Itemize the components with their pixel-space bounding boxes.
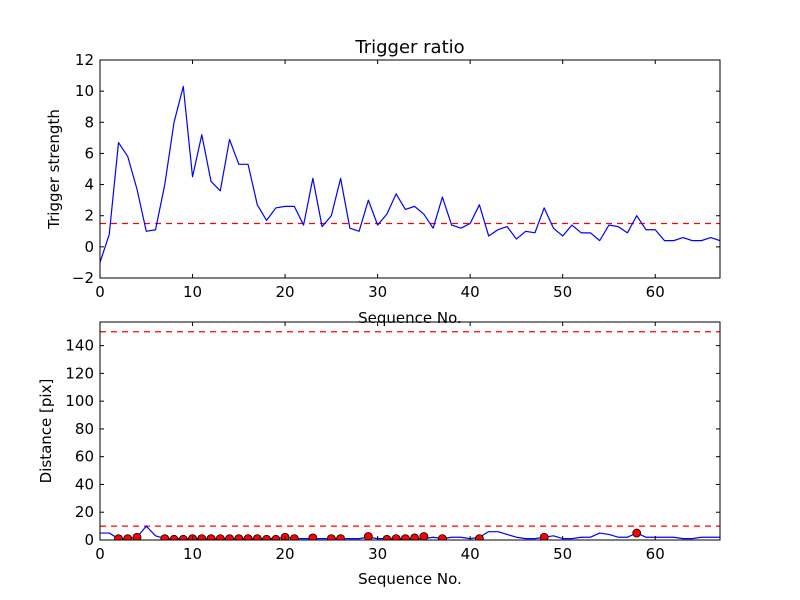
distance-ticks: 0 10 20 30 40 50 60 0 20 40 60 80 100 120 140: [65, 322, 720, 563]
trigger-y-tick-label: 8: [84, 113, 94, 131]
distance-y-tick-label: 80: [75, 420, 94, 438]
distance-marker: [289, 534, 299, 540]
distance-marker: [271, 534, 281, 540]
trigger-x-tick-label: 30: [368, 283, 387, 301]
distance-marker: [419, 532, 429, 540]
trigger-y-tick-label: 2: [84, 207, 94, 225]
distance-x-tick-label: 60: [646, 545, 665, 563]
distance-marker: [336, 534, 345, 540]
trigger-x-tick-label: 0: [95, 283, 105, 301]
distance-x-tick-label: 40: [461, 545, 480, 563]
distance-marker: [160, 534, 170, 540]
trigger-y-tick-label: −2: [72, 269, 94, 287]
distance-marker: [262, 534, 271, 540]
distance-marker: [437, 534, 447, 540]
distance-x-axis-label: Sequence No.: [358, 570, 462, 588]
distance-x-tick-label: 50: [553, 545, 572, 563]
distance-marker: [308, 533, 318, 540]
trigger-x-tick-label: 10: [183, 283, 202, 301]
trigger-y-tick-label: 0: [84, 238, 94, 256]
distance-plot-area: [100, 331, 720, 540]
distance-marker: [123, 534, 133, 540]
distance-marker: [475, 534, 484, 540]
distance-x-tick-label: 0: [95, 545, 105, 563]
trigger-y-tick-label: 10: [75, 82, 94, 100]
distance-marker: [206, 534, 216, 540]
distance-marker: [252, 534, 262, 540]
trigger-y-tick-label: 6: [84, 144, 94, 162]
distance-y-tick-label: 20: [75, 503, 94, 521]
distance-y-tick-label: 100: [65, 392, 94, 410]
distance-panel: 0 10 20 30 40 50 60 0 20 40 60 80 100 120 140 Sequence…: [37, 321, 721, 588]
distance-marker: [363, 532, 373, 540]
distance-x-tick-label: 20: [276, 545, 295, 563]
distance-y-tick-label: 40: [75, 475, 94, 493]
distance-marker: [632, 528, 642, 538]
distance-marker: [382, 534, 392, 540]
distance-y-tick-label: 120: [65, 364, 94, 382]
distance-marker: [539, 532, 549, 540]
trigger-x-axis-label: Sequence No.: [358, 309, 462, 327]
distance-marker: [215, 534, 225, 540]
distance-marker: [225, 534, 234, 540]
distance-marker: [197, 534, 207, 540]
distance-marker: [114, 534, 123, 540]
distance-marker: [400, 534, 410, 540]
trigger-axes-frame: [99, 59, 721, 279]
trigger-series-line: [100, 85, 720, 263]
trigger-x-tick-label: 20: [276, 283, 295, 301]
trigger-y-tick-label: 4: [84, 176, 94, 194]
distance-marker: [169, 534, 179, 540]
distance-y-tick-label: 140: [65, 337, 94, 355]
trigger-x-tick-label: 60: [646, 283, 665, 301]
distance-marker: [132, 532, 142, 540]
trigger-plot-area: [100, 85, 720, 263]
trigger-chart-title: Trigger ratio: [354, 37, 464, 58]
trigger-x-tick-label: 50: [553, 283, 572, 301]
distance-marker: [410, 533, 420, 540]
distance-axes-frame: [99, 321, 721, 541]
distance-x-tick-label: 10: [183, 545, 202, 563]
trigger-y-axis-label: Trigger strength: [45, 109, 63, 230]
distance-marker: [391, 534, 401, 540]
distance-marker: [243, 534, 253, 540]
trigger-y-tick-label: 12: [75, 51, 94, 69]
distance-y-axis-label: Distance [pix]: [37, 379, 55, 484]
distance-x-tick-label: 30: [368, 545, 387, 563]
distance-marker: [178, 534, 188, 540]
trigger-x-tick-label: 40: [461, 283, 480, 301]
distance-y-tick-label: 0: [84, 531, 94, 549]
distance-marker: [234, 534, 244, 540]
distance-marker: [326, 534, 336, 540]
distance-y-tick-label: 60: [75, 448, 94, 466]
